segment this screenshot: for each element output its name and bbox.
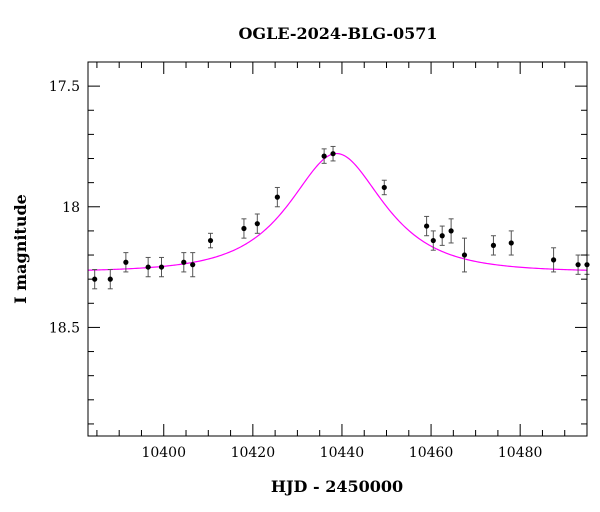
data-point <box>241 218 247 239</box>
data-marker <box>92 276 98 282</box>
model-curve <box>87 152 588 271</box>
y-axis-label: I magnitude <box>11 194 30 304</box>
data-point <box>508 230 514 256</box>
data-marker <box>145 264 151 270</box>
data-marker <box>107 276 113 282</box>
axis-ticks: 10400 10420 10440 10460 10480 17.5 18 18.5 <box>49 61 588 461</box>
data-marker <box>424 223 430 229</box>
data-marker <box>241 225 247 232</box>
y-tick-label: 17.5 <box>49 79 80 95</box>
x-tick-label: 10460 <box>409 445 454 461</box>
data-marker <box>158 264 165 270</box>
data-points-layer <box>92 145 590 290</box>
data-marker <box>575 262 581 268</box>
data-marker <box>461 252 468 258</box>
chart-title: OGLE-2024-BLG-0571 <box>238 24 437 43</box>
data-point <box>107 269 113 290</box>
data-marker <box>330 151 336 157</box>
data-point <box>424 215 430 237</box>
data-point <box>207 232 214 249</box>
model-curve-layer <box>87 152 588 271</box>
data-point <box>254 213 260 234</box>
data-marker <box>381 184 387 191</box>
data-point <box>381 179 387 196</box>
data-point <box>158 256 165 278</box>
x-tick-label: 10480 <box>498 445 543 461</box>
data-point <box>490 235 497 256</box>
data-point <box>190 252 196 278</box>
x-tick-label: 10440 <box>320 445 365 461</box>
data-point <box>321 148 327 164</box>
data-marker <box>181 259 187 265</box>
y-tick-label: 18.5 <box>49 320 80 336</box>
data-marker <box>550 257 557 263</box>
data-marker <box>430 237 436 244</box>
data-marker <box>448 228 454 234</box>
x-tick-label: 10400 <box>141 445 186 461</box>
data-marker <box>207 237 214 244</box>
data-point <box>181 252 187 273</box>
x-tick-label: 10420 <box>231 445 276 461</box>
data-marker <box>254 221 260 227</box>
data-marker <box>490 242 497 248</box>
data-marker <box>439 233 445 239</box>
data-marker <box>190 262 196 268</box>
plot-frame <box>87 61 588 437</box>
data-marker <box>508 240 514 246</box>
data-point <box>430 230 436 251</box>
data-point <box>92 269 98 290</box>
x-axis-label: HJD - 2450000 <box>271 477 403 496</box>
data-point <box>461 237 468 273</box>
data-point <box>330 145 336 162</box>
data-point <box>550 247 557 273</box>
data-marker <box>321 153 327 159</box>
data-marker <box>274 194 280 200</box>
y-tick-label: 18 <box>62 200 80 216</box>
data-point <box>448 218 454 244</box>
data-point <box>145 256 151 278</box>
data-point <box>575 254 581 275</box>
data-point <box>123 252 129 273</box>
data-point <box>274 186 280 208</box>
data-marker <box>123 259 129 265</box>
data-point <box>439 225 445 246</box>
